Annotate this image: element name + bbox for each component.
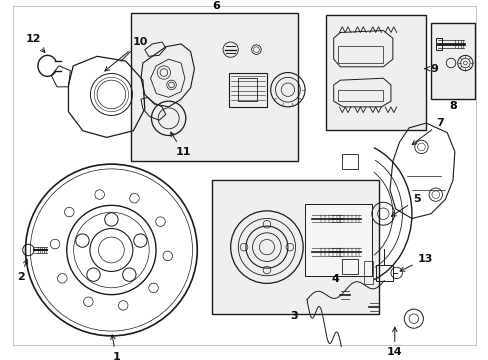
Bar <box>325 15 426 130</box>
Text: 3: 3 <box>290 311 298 321</box>
Text: 1: 1 <box>110 335 120 360</box>
Bar <box>430 23 474 99</box>
Text: 9: 9 <box>424 64 437 74</box>
Text: 8: 8 <box>448 101 456 111</box>
Text: 14: 14 <box>386 327 402 357</box>
Text: 6: 6 <box>212 1 220 12</box>
Bar <box>211 180 378 314</box>
Text: 13: 13 <box>399 253 432 271</box>
Text: 11: 11 <box>170 132 190 157</box>
Text: 10: 10 <box>104 37 147 71</box>
Text: 7: 7 <box>411 118 444 145</box>
Bar <box>337 90 383 101</box>
Bar <box>228 73 266 107</box>
Text: 2: 2 <box>17 259 28 282</box>
Text: 4: 4 <box>331 274 339 284</box>
Bar <box>337 46 383 63</box>
Text: 5: 5 <box>390 194 420 216</box>
Text: 12: 12 <box>25 34 45 53</box>
Bar <box>305 204 371 276</box>
Bar <box>238 78 257 101</box>
Bar <box>131 13 298 161</box>
